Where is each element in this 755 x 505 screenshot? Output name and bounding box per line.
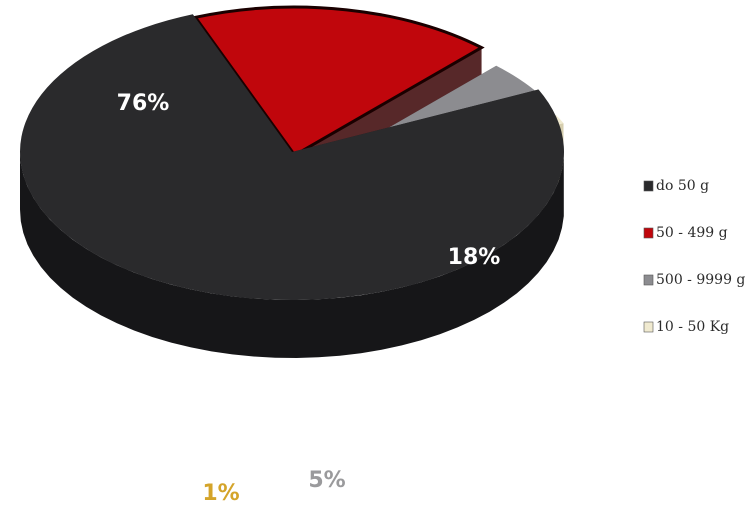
- pie-label-4: 1%: [202, 481, 239, 505]
- pie-slice-1: [20, 14, 565, 358]
- pie-label-1: 76%: [117, 91, 170, 116]
- slice-top: [20, 14, 565, 300]
- legend-item: 50 - 499 g: [643, 225, 728, 241]
- legend-swatch: [643, 321, 654, 333]
- legend-item: 500 - 9999 g: [643, 272, 745, 288]
- legend: do 50 g 50 - 499 g 500 - 9999 g 10 - 50 Kg: [643, 178, 745, 335]
- legend-swatch: [643, 227, 654, 239]
- pie-labels: 76% 18% 5% 1%: [117, 91, 501, 505]
- pie-label-3: 5%: [308, 468, 345, 493]
- legend-label: 10 - 50 Kg: [656, 319, 729, 335]
- legend-label: do 50 g: [656, 178, 709, 194]
- pie-slices: [20, 5, 565, 358]
- legend-swatch: [643, 180, 654, 192]
- legend-label: 50 - 499 g: [656, 225, 728, 241]
- pie-label-2: 18%: [448, 245, 501, 270]
- legend-swatch: [643, 274, 654, 286]
- legend-item: do 50 g: [643, 178, 709, 194]
- legend-label: 500 - 9999 g: [656, 272, 745, 288]
- legend-item: 10 - 50 Kg: [643, 319, 729, 335]
- slice-side: [20, 146, 564, 358]
- slice-top: [192, 5, 485, 158]
